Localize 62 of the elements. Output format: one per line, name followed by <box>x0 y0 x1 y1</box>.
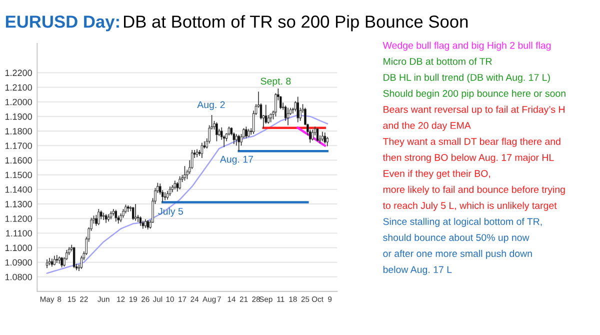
candlestick <box>238 134 240 152</box>
y-tick-label: 1.1100 <box>6 230 32 236</box>
text: below Aug. 17 L <box>383 266 452 275</box>
candlestick <box>324 132 326 144</box>
candlestick <box>321 131 324 142</box>
y-tick-label: 1.1000 <box>5 244 32 252</box>
y-tick-label: 1.1800 <box>5 128 32 134</box>
text: then strong BO below Aug. 17 major HL <box>382 154 554 163</box>
candlestick <box>56 254 58 264</box>
line-series <box>296 126 326 147</box>
text: Wedge bull flag and big High 2 bull flag <box>382 42 551 51</box>
candlestick <box>286 107 290 126</box>
text: Bears want reversal up to fail at Friday’s H <box>384 106 564 115</box>
text: Since stalling at logical bottom of TR, <box>383 218 542 227</box>
candlestick <box>60 256 63 268</box>
y-tick-label: 1.1700 <box>5 142 32 149</box>
text: Even if they get their BO, <box>384 170 490 179</box>
annotation: Sept. 8 <box>260 78 291 87</box>
candlestick <box>114 209 118 222</box>
y-tick-label: 1.2100 <box>5 84 32 91</box>
candlestick <box>134 204 137 222</box>
text: to reach July 5 L, which is unlikely target <box>382 202 557 211</box>
candlestick <box>72 246 76 269</box>
annotation: July 5 <box>158 208 183 217</box>
annotation: Aug. 2 <box>197 101 225 110</box>
candlestick <box>168 186 172 196</box>
y-tick-label: 1.1900 <box>5 113 32 120</box>
candlestick <box>264 104 268 124</box>
candlestick <box>184 166 186 182</box>
text: or after one more small push down <box>383 250 532 259</box>
annotation: Aug. 17 <box>220 156 253 165</box>
candlestick <box>132 206 134 220</box>
text: should bounce about 50% up now <box>383 234 530 243</box>
candlestick <box>326 136 329 147</box>
candlestick <box>274 92 277 117</box>
y-tick-label: 1.1400 <box>5 186 32 193</box>
y-tick-label: 1.2200 <box>5 70 32 76</box>
y-tick-label: 1.0800 <box>5 274 32 280</box>
y-tick-label: 1.0900 <box>5 259 32 266</box>
candlestick <box>311 129 314 141</box>
text: more likely to fail and bounce before trying <box>383 186 565 195</box>
candlestick <box>146 220 149 230</box>
text: and the 20 day EMA <box>383 122 471 131</box>
candlestick <box>178 176 181 190</box>
text: They want a small DT bear flag there and <box>383 138 560 147</box>
candlestick <box>95 214 98 226</box>
candlestick <box>98 208 100 226</box>
text: Should begin 200 pip bounce here or soon <box>383 90 566 99</box>
y-tick-label: 1.1300 <box>5 200 32 208</box>
candlestick <box>245 126 248 139</box>
y-tick-label: 1.1200 <box>5 216 32 222</box>
candlestick <box>216 122 218 142</box>
text: Micro DB at bottom of TR <box>384 58 492 65</box>
text: DB HL in bull trend (DB with Aug. 17 L) <box>384 74 550 83</box>
y-tick-label: 1.2000 <box>5 98 32 106</box>
candlestick <box>164 192 166 201</box>
y-tick-label: 1.1600 <box>5 157 32 164</box>
candlestick <box>296 96 299 123</box>
candlestick <box>316 128 319 142</box>
chart-title: EURUSD Day: DB at Bottom of TR so 200 Pip Bounce Soon <box>6 15 468 32</box>
y-tick-label: 1.1500 <box>5 172 32 178</box>
candlestick <box>102 212 105 220</box>
